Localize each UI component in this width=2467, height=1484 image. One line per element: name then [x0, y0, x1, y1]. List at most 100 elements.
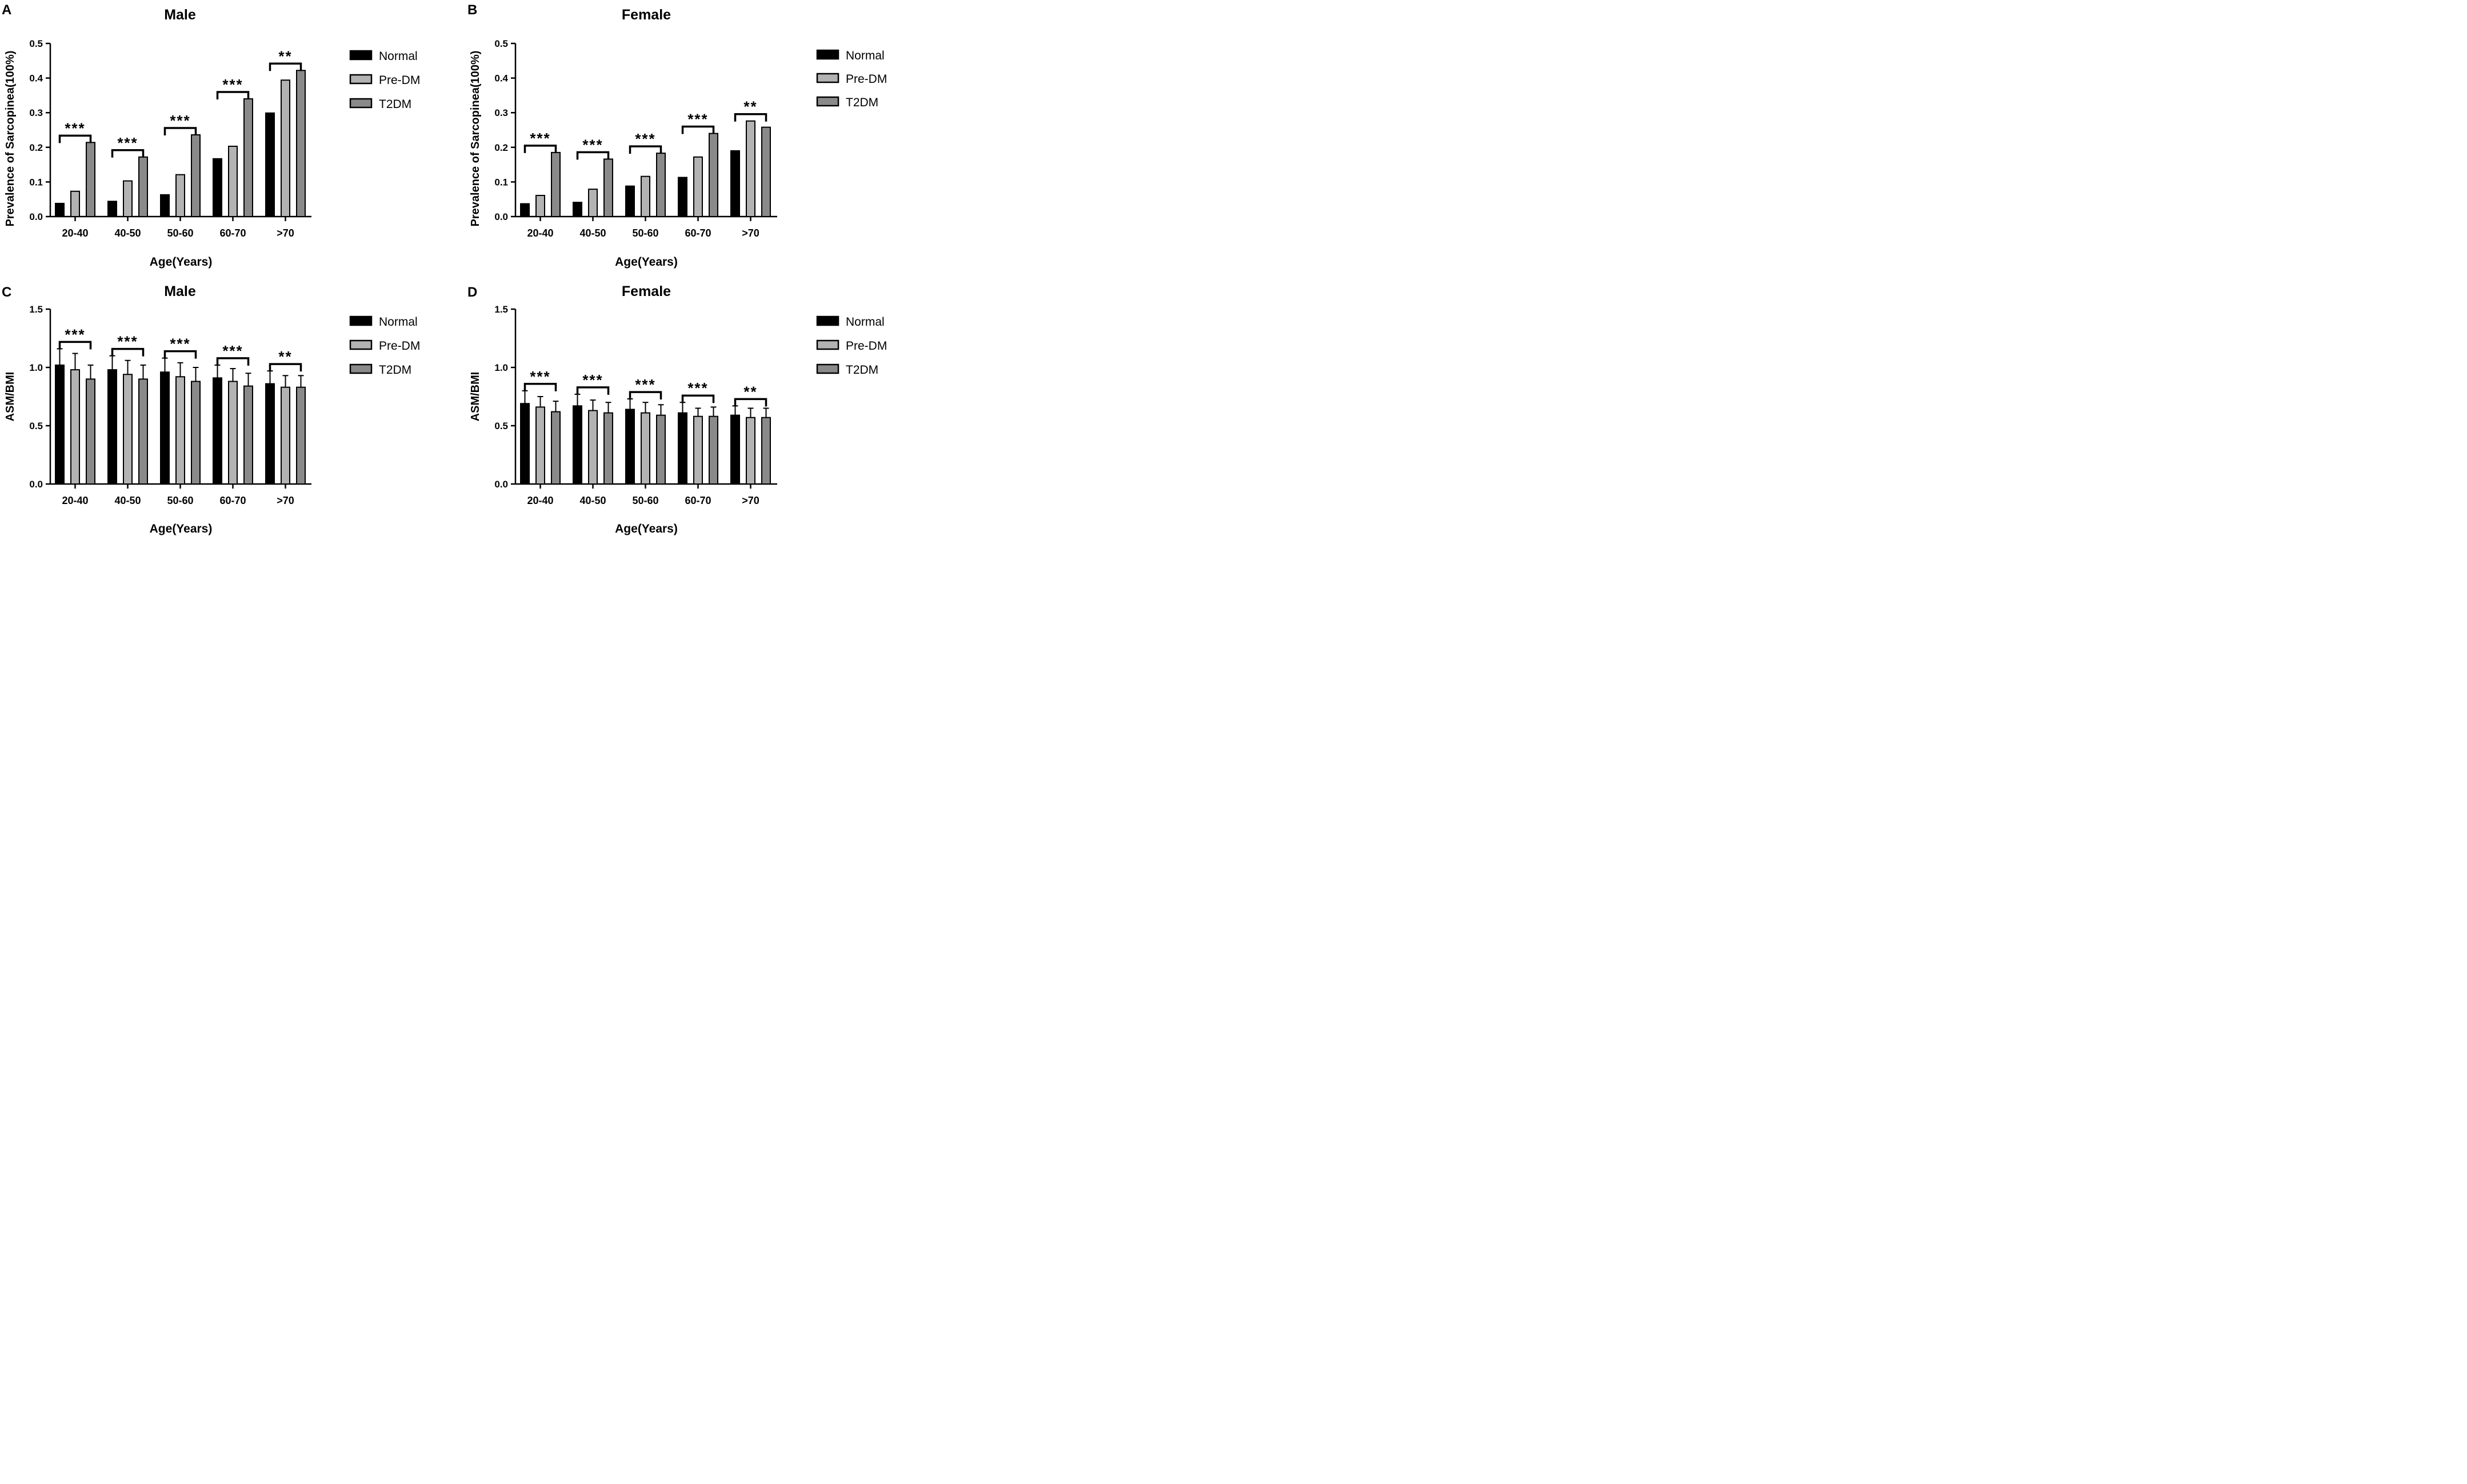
bar-normal-gt70 — [730, 150, 740, 217]
significance-bracket — [523, 145, 557, 153]
y-tick-label: 0.4 — [29, 73, 43, 84]
significance-label: *** — [222, 76, 243, 93]
figure: A Male 0.0 0.1 0.2 0.3 0.4 0.5 Prevalence of Sar… — [2, 2, 887, 535]
bar-normal-50-60 — [160, 371, 170, 485]
y-axis-label: ASM/BMI — [4, 372, 17, 422]
chart-title: Female — [622, 283, 671, 299]
bar-t2dm-40-50 — [138, 156, 148, 218]
significance-bracket — [523, 383, 557, 391]
significance-label: ** — [278, 47, 292, 65]
bar-normal-50-60 — [625, 185, 635, 217]
panel-letter: C — [2, 285, 11, 300]
bar-normal-40-50 — [107, 201, 117, 217]
bar-t2dm-gt70 — [296, 386, 306, 485]
legend-label: Pre-DM — [846, 73, 887, 86]
x-tick-label: 20-40 — [527, 495, 553, 506]
significance-bracket — [58, 341, 92, 350]
significance-label: *** — [117, 333, 138, 350]
legend-swatch-normal — [816, 49, 839, 60]
bar-normal-40-50 — [573, 405, 582, 485]
bar-pre-dm-60-70 — [693, 415, 703, 485]
y-tick-label: 0.0 — [29, 211, 43, 222]
x-tick-label: >70 — [742, 227, 759, 239]
legend-swatch-pre-dm — [349, 74, 373, 85]
y-tick-label: 0.2 — [29, 142, 43, 153]
x-axis-label: Age(Years) — [615, 522, 678, 535]
x-tick-label: 60-70 — [685, 227, 711, 239]
bar-normal-20-40 — [55, 364, 65, 485]
bar-pre-dm-gt70 — [281, 79, 290, 217]
bar-normal-60-70 — [213, 377, 222, 485]
y-tick-label: 0.0 — [29, 479, 43, 490]
bar-normal-60-70 — [213, 158, 222, 218]
x-tick-label: >70 — [277, 495, 294, 506]
x-tick-label: 20-40 — [62, 495, 88, 506]
bar-normal-60-70 — [678, 177, 687, 217]
significance-bracket — [216, 357, 250, 366]
y-tick-label: 0.5 — [29, 38, 43, 49]
x-tick-label: 20-40 — [527, 227, 553, 239]
bar-pre-dm-20-40 — [70, 190, 80, 217]
x-axis-label: Age(Years) — [150, 522, 213, 535]
significance-label: *** — [170, 112, 190, 129]
x-tick-label: 50-60 — [632, 227, 658, 239]
y-tick-label: 0.5 — [494, 38, 508, 49]
y-tick-label: 0.0 — [494, 211, 508, 222]
significance-label: *** — [65, 119, 85, 137]
significance-label: *** — [170, 335, 190, 353]
bar-t2dm-gt70 — [761, 126, 771, 217]
bar-normal-20-40 — [520, 203, 530, 218]
bar-pre-dm-50-60 — [641, 412, 650, 485]
legend: Normal Pre-DM T2DM — [816, 315, 887, 377]
significance-bracket — [58, 134, 92, 143]
x-tick-label: 40-50 — [114, 227, 141, 239]
bar-pre-dm-40-50 — [588, 189, 598, 218]
chart-panel-b: B Female 0.0 0.1 0.2 0.3 0.4 0.5 Prevalence of S… — [467, 2, 887, 269]
legend-swatch-t2dm — [816, 96, 839, 107]
y-axis-label: Prevalence of Sarcopinea(100%) — [469, 51, 482, 227]
chart-title: Male — [164, 283, 196, 299]
x-tick-label: 50-60 — [167, 227, 193, 239]
bar-t2dm-gt70 — [761, 417, 771, 485]
legend-label: T2DM — [379, 98, 411, 111]
legend-label: Pre-DM — [846, 339, 887, 353]
bar-normal-gt70 — [265, 383, 275, 485]
bar-pre-dm-40-50 — [123, 180, 133, 217]
bar-normal-40-50 — [573, 202, 582, 217]
x-tick-label: 60-70 — [219, 495, 246, 506]
significance-label: ** — [743, 98, 757, 115]
bar-pre-dm-60-70 — [228, 145, 238, 217]
bar-t2dm-50-60 — [191, 381, 201, 485]
legend-swatch-pre-dm — [349, 339, 373, 350]
x-axis-label: Age(Years) — [150, 255, 213, 269]
significance-bracket — [216, 91, 250, 99]
legend: Normal Pre-DM T2DM — [349, 50, 420, 111]
legend-swatch-t2dm — [349, 363, 373, 374]
bar-normal-gt70 — [265, 112, 275, 217]
bar-t2dm-20-40 — [86, 378, 95, 485]
significance-label: *** — [530, 368, 550, 385]
legend-swatch-t2dm — [816, 363, 839, 374]
bar-normal-40-50 — [107, 369, 117, 485]
y-tick-label: 0.5 — [494, 421, 508, 431]
y-axis-label: Prevalence of Sarcopinea(100%) — [4, 51, 17, 227]
legend-label: Pre-DM — [379, 339, 420, 353]
bar-normal-20-40 — [55, 202, 65, 217]
legend-swatch-pre-dm — [816, 73, 839, 83]
significance-bracket — [681, 125, 715, 134]
bar-pre-dm-50-60 — [641, 175, 650, 218]
legend-swatch-t2dm — [349, 98, 373, 109]
bar-pre-dm-gt70 — [746, 417, 755, 485]
bar-pre-dm-gt70 — [281, 386, 290, 485]
significance-bracket — [269, 62, 302, 71]
x-tick-label: 40-50 — [579, 227, 606, 239]
significance-bracket — [269, 363, 302, 372]
significance-label: *** — [530, 130, 550, 147]
legend-label: T2DM — [846, 363, 878, 377]
legend-swatch-pre-dm — [816, 339, 839, 350]
x-tick-label: 60-70 — [219, 227, 246, 239]
bar-t2dm-60-70 — [243, 385, 253, 485]
significance-label: *** — [687, 379, 708, 397]
significance-label: ** — [278, 348, 292, 365]
significance-label: *** — [582, 371, 603, 389]
